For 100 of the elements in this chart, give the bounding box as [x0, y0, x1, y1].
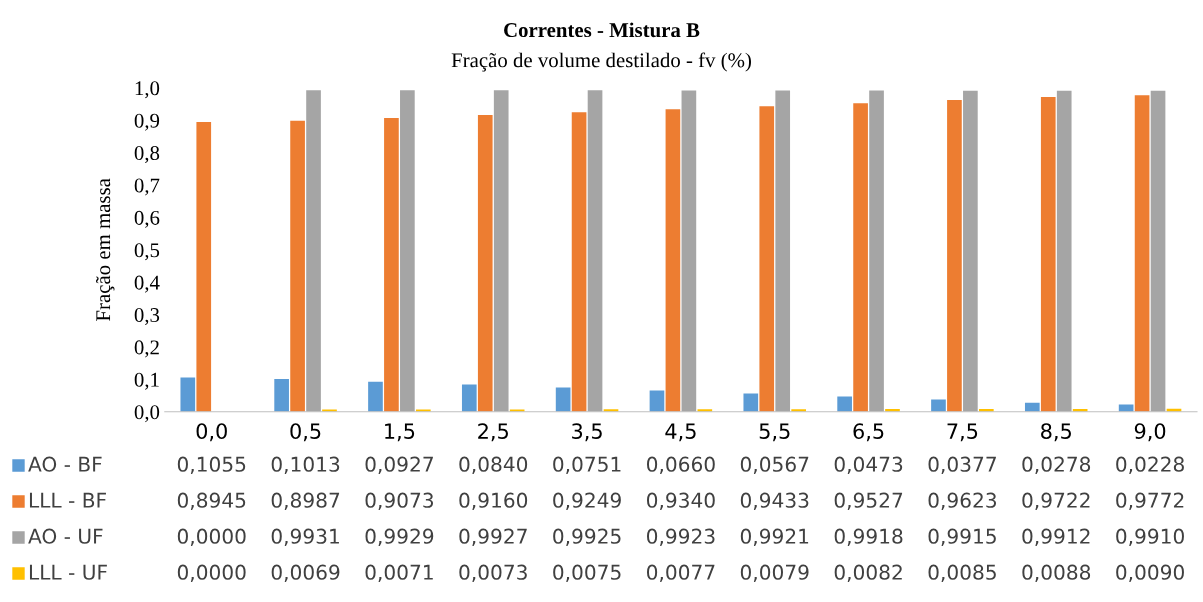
- data-label: 0,0077: [646, 564, 715, 582]
- chart-title: Correntes - Mistura B: [504, 22, 700, 38]
- y-tick-label: 0,3: [134, 307, 160, 326]
- bar: [306, 90, 321, 412]
- bar: [1134, 95, 1150, 412]
- data-label: 0,0079: [740, 564, 809, 582]
- data-label: 0,9918: [834, 528, 903, 546]
- data-label: 0,9931: [271, 528, 339, 546]
- data-label: 0,9929: [365, 528, 434, 546]
- bar: [759, 106, 775, 412]
- bar: [665, 109, 681, 412]
- bar: [274, 378, 289, 412]
- data-label: 0,0751: [553, 456, 621, 474]
- chart-subtitle: Fração de volume destilado - fv (%): [451, 52, 751, 72]
- data-label: 0,9772: [1116, 492, 1184, 510]
- bar: [571, 112, 587, 412]
- data-label: 0,9623: [928, 492, 997, 510]
- y-tick-label: 0,2: [134, 340, 159, 358]
- bar: [555, 387, 571, 412]
- bar: [384, 117, 399, 412]
- bar: [1040, 96, 1056, 412]
- data-label: 0,0473: [834, 456, 903, 474]
- data-label: 0,0000: [177, 564, 246, 582]
- y-axis-title: Fração em massa: [95, 178, 115, 321]
- bar: [1150, 90, 1166, 412]
- y-tick-label: 0,8: [134, 146, 160, 164]
- bar: [681, 90, 697, 412]
- data-label: 0,9249: [553, 492, 621, 510]
- x-tick-label: 4,5: [665, 423, 696, 442]
- legend-label: LLL - BF: [29, 492, 106, 508]
- data-label: 0,9927: [459, 528, 527, 546]
- data-label: 0,9912: [1022, 528, 1090, 546]
- data-label: 0,9923: [646, 528, 715, 546]
- data-label: 0,0567: [740, 456, 809, 474]
- y-tick-label: 0,6: [134, 210, 160, 228]
- x-tick-label: 3,5: [572, 423, 602, 442]
- data-label: 0,0660: [646, 456, 715, 474]
- x-tick-label: 2,5: [478, 423, 508, 442]
- legend-label: AO - UF: [28, 528, 103, 544]
- x-tick-label: 9,0: [1134, 423, 1166, 442]
- x-tick-label: 7,5: [947, 423, 978, 442]
- data-label: 0,0840: [459, 456, 528, 474]
- legend-label: LLL - UF: [29, 564, 107, 580]
- bar: [368, 381, 383, 412]
- data-label: 0,0278: [1022, 456, 1091, 474]
- bar: [743, 393, 759, 412]
- y-tick-label: 0,1: [134, 372, 159, 390]
- data-label: 0,9340: [646, 492, 715, 510]
- y-tick-label: 1,0: [135, 81, 160, 99]
- data-label: 0,9910: [1116, 528, 1184, 546]
- data-label: 0,8987: [271, 492, 340, 510]
- bar: [931, 399, 946, 412]
- data-label: 0,0071: [365, 564, 433, 582]
- bar: [947, 100, 962, 412]
- data-label: 0,0927: [365, 456, 433, 474]
- x-tick-label: 0,0: [196, 423, 227, 442]
- data-label: 0,9722: [1022, 492, 1090, 510]
- bar: [1118, 404, 1134, 412]
- data-label: 0,9925: [553, 528, 621, 546]
- y-tick-label: 0,0: [134, 405, 160, 423]
- data-label: 0,9433: [740, 492, 809, 510]
- bar: [837, 396, 852, 412]
- y-tick-label: 0,5: [134, 243, 160, 261]
- data-label: 0,9915: [928, 528, 996, 546]
- data-label: 0,0090: [1116, 564, 1184, 582]
- x-tick-label: 0,5: [290, 423, 321, 442]
- bar: [196, 122, 212, 412]
- x-tick-label: 6,5: [853, 423, 884, 442]
- data-label: 0,9160: [459, 492, 528, 510]
- bar: [869, 90, 884, 412]
- y-tick-label: 0,4: [134, 275, 160, 293]
- x-tick-label: 8,5: [1041, 423, 1071, 442]
- data-label: 0,0069: [271, 564, 340, 582]
- bar: [461, 384, 477, 412]
- data-label: 0,0088: [1022, 564, 1091, 582]
- data-label: 0,9527: [834, 492, 903, 510]
- data-label: 0,0377: [928, 456, 996, 474]
- legend-label: AO - BF: [28, 456, 102, 472]
- bar: [477, 115, 493, 412]
- x-tick-label: 1,5: [385, 423, 415, 442]
- bar: [180, 377, 196, 412]
- bar: [775, 90, 791, 412]
- data-label: 0,1055: [177, 456, 246, 474]
- bar: [1056, 90, 1072, 412]
- data-label: 0,0000: [177, 528, 246, 546]
- data-label: 0,9073: [365, 492, 434, 510]
- bar: [963, 90, 978, 412]
- y-tick-label: 0,7: [134, 178, 160, 196]
- bar: [853, 103, 868, 412]
- bar: [649, 390, 665, 412]
- bar: [290, 120, 305, 412]
- data-label: 0,8945: [177, 492, 246, 510]
- data-label: 0,0073: [459, 564, 527, 582]
- x-tick-label: 5,5: [759, 423, 790, 442]
- y-tick-label: 0,9: [134, 113, 160, 131]
- bar: [1024, 402, 1040, 412]
- data-label: 0,0082: [834, 564, 902, 582]
- data-label: 0,9921: [740, 528, 809, 546]
- bar: [400, 90, 415, 412]
- data-label: 0,0085: [928, 564, 996, 582]
